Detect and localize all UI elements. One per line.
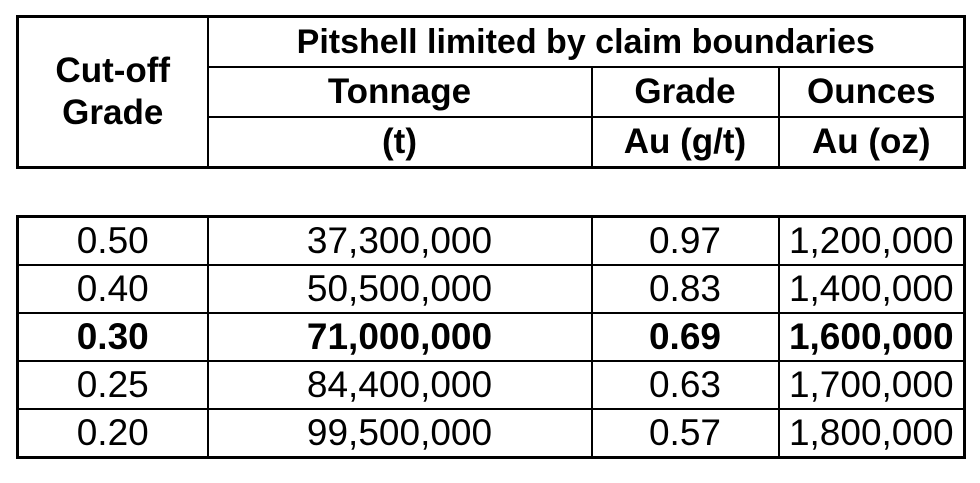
grade-unit-cell: Au (g/t)	[590, 116, 780, 169]
tonnage-cell: 50,500,000	[206, 264, 593, 314]
cutoff-header-line2: Grade	[62, 93, 164, 132]
ounces-cell: 1,400,000	[777, 264, 966, 314]
table-row: 0.25 84,400,000 0.63 1,700,000	[16, 360, 966, 410]
header-row-group: Cut-off Grade Pitshell limited by claim …	[16, 15, 966, 169]
grade-cell: 0.57	[590, 408, 780, 459]
table-row: 0.30 71,000,000 0.69 1,600,000	[16, 312, 966, 362]
tonnage-cell: 37,300,000	[206, 215, 593, 266]
cutoff-cell: 0.30	[16, 312, 209, 362]
tonnage-cell: 84,400,000	[206, 360, 593, 410]
cutoff-grade-header-cell: Cut-off Grade	[16, 15, 209, 169]
ounces-unit-cell: Au (oz)	[777, 116, 966, 169]
ounces-cell: 1,800,000	[777, 408, 966, 459]
tonnage-unit-cell: (t)	[206, 116, 593, 169]
grade-header-cell: Grade	[590, 66, 780, 118]
grade-cell: 0.63	[590, 360, 780, 410]
cutoff-header-line1: Cut-off	[55, 51, 171, 90]
tonnage-cell: 99,500,000	[206, 408, 593, 459]
header-row-columns: Tonnage Grade Ounces	[18, 66, 966, 118]
header-row-units: (t) Au (g/t) Au (oz)	[18, 116, 966, 169]
tonnage-cell: 71,000,000	[206, 312, 593, 362]
resource-table-body: 0.50 37,300,000 0.97 1,200,000 0.40 50,5…	[16, 215, 966, 459]
grade-cell: 0.97	[590, 215, 780, 266]
table-row: 0.40 50,500,000 0.83 1,400,000	[16, 264, 966, 314]
cutoff-cell: 0.20	[16, 408, 209, 459]
cutoff-cell: 0.25	[16, 360, 209, 410]
ounces-cell: 1,600,000	[777, 312, 966, 362]
tonnage-header-cell: Tonnage	[206, 66, 593, 118]
table-row: 0.20 99,500,000 0.57 1,800,000	[16, 408, 966, 459]
ounces-header-cell: Ounces	[777, 66, 966, 118]
grade-cell: 0.83	[590, 264, 780, 314]
table-row: 0.50 37,300,000 0.97 1,200,000	[16, 215, 966, 266]
group-header-cell: Pitshell limited by claim boundaries	[206, 15, 966, 68]
ounces-cell: 1,700,000	[777, 360, 966, 410]
grade-cell: 0.69	[590, 312, 780, 362]
resource-table-header: Cut-off Grade Pitshell limited by claim …	[16, 15, 966, 169]
cutoff-cell: 0.40	[16, 264, 209, 314]
cutoff-cell: 0.50	[16, 215, 209, 266]
ounces-cell: 1,200,000	[777, 215, 966, 266]
